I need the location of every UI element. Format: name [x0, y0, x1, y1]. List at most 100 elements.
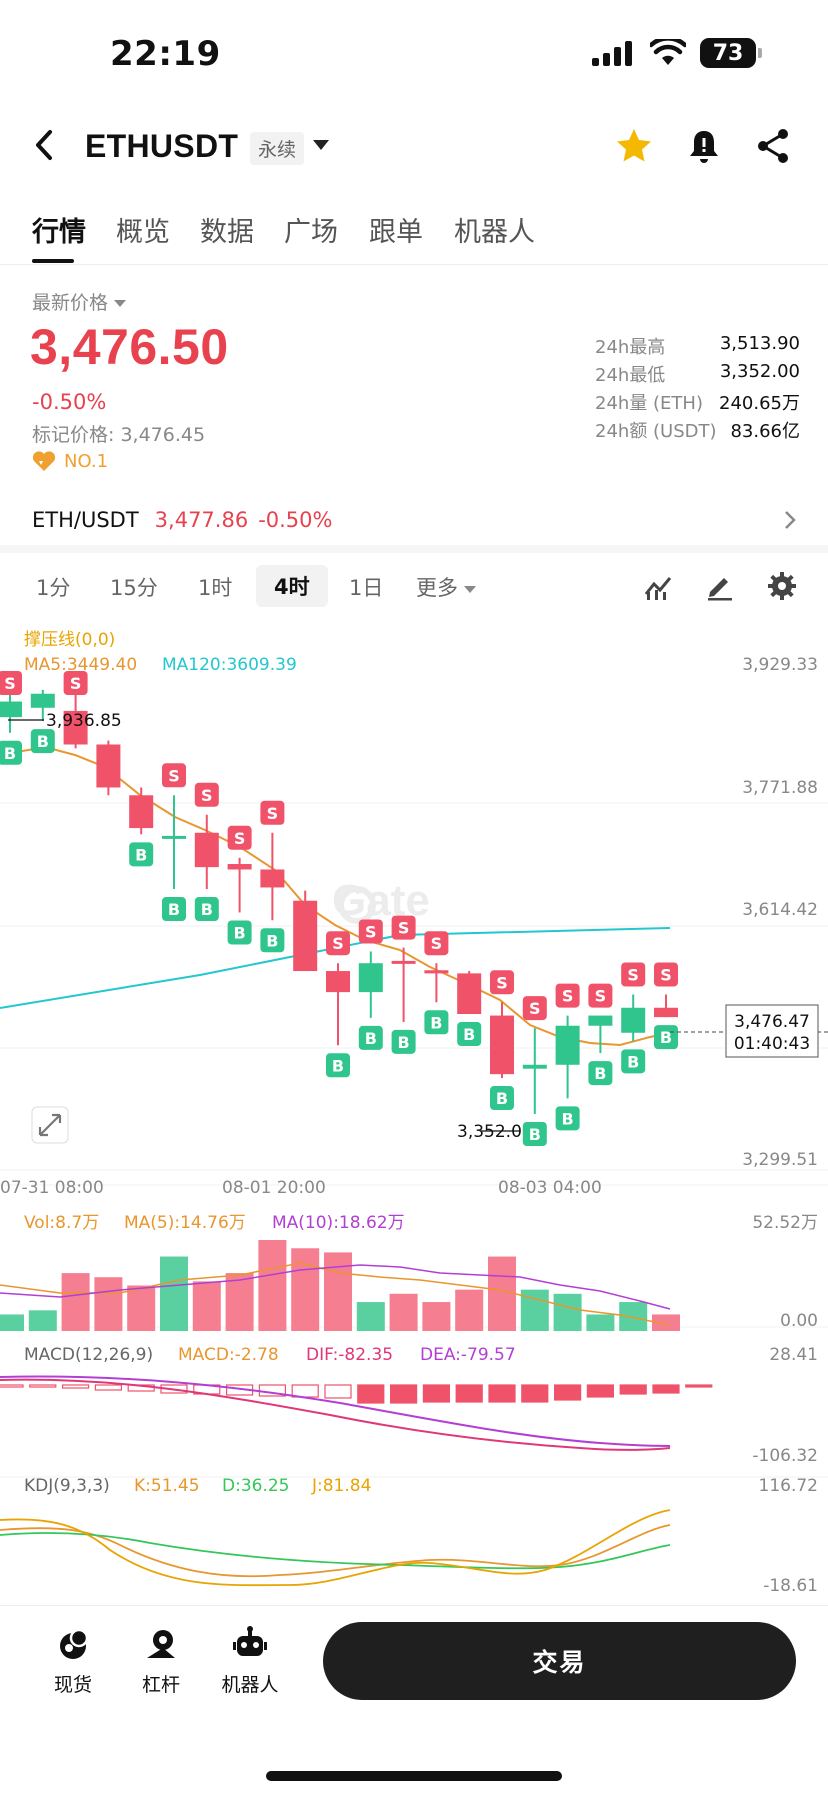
volume-bar: [160, 1256, 188, 1331]
tf-1h[interactable]: 1时: [198, 576, 233, 600]
symbol-title[interactable]: ETHUSDT: [85, 128, 239, 164]
macd-value: MACD:-2.78: [178, 1345, 279, 1365]
vol-max: 52.52万: [752, 1213, 818, 1233]
svg-text:S: S: [70, 674, 82, 693]
nav-bot[interactable]: 机器人: [205, 1626, 295, 1697]
candle-body: [260, 869, 285, 888]
macd-min: -106.32: [752, 1446, 818, 1466]
svg-text:B: B: [332, 1056, 344, 1075]
svg-text:B: B: [4, 744, 16, 763]
caret-down-icon: [114, 300, 127, 307]
signal-markers: B B B B B B B B B B B B B B B B B B S S S S S S S S S S S S S S S S: [0, 671, 678, 1146]
back-icon[interactable]: [30, 128, 60, 162]
sr-line-label: 撑压线(0,0): [24, 630, 115, 650]
svg-text:S: S: [201, 786, 213, 805]
rank-badge[interactable]: NO.1: [32, 450, 108, 472]
active-tab-indicator: [32, 259, 74, 263]
stat-low-value: 3,352.00: [719, 361, 800, 382]
stat-low-label: 24h最低: [595, 365, 666, 386]
low-price-label: 3,352.00: [457, 1122, 533, 1142]
svg-text:S: S: [431, 934, 443, 953]
indicator-icon[interactable]: [642, 570, 674, 602]
section-gap: [0, 545, 828, 553]
tf-15m[interactable]: 15分: [110, 576, 158, 600]
macd-bar: [291, 1384, 319, 1398]
y-tick: 3,771.88: [742, 778, 818, 798]
current-price-box: [725, 1004, 819, 1058]
tab-market[interactable]: 行情: [32, 217, 86, 248]
nav-spot-label: 现货: [53, 1674, 92, 1696]
spot-pair-name: ETH/USDT: [32, 508, 139, 532]
tf-4h[interactable]: 4时: [256, 565, 328, 607]
sell-signal-marker: S: [63, 671, 88, 695]
vol-label: Vol:8.7万: [24, 1213, 99, 1233]
macd-histogram: [0, 1384, 713, 1404]
spot-pair-price: 3,477.86: [154, 508, 249, 532]
tf-more[interactable]: 更多: [416, 572, 476, 602]
settings-gear-icon[interactable]: [766, 570, 798, 602]
macd-bar: [94, 1384, 123, 1391]
tab-copy-trade[interactable]: 跟单: [369, 217, 423, 248]
macd-bar: [685, 1384, 713, 1388]
candle-body: [227, 864, 252, 870]
y-tick: 3,299.51: [742, 1150, 818, 1170]
svg-text:B: B: [430, 1013, 442, 1032]
spot-coin-icon: [60, 1628, 89, 1659]
x-tick: 07-31 08:00: [0, 1178, 104, 1198]
home-indicator[interactable]: [266, 1771, 562, 1781]
rank-text: NO.1: [64, 450, 109, 472]
macd-title: MACD(12,26,9): [24, 1345, 153, 1365]
symbol-dropdown-icon[interactable]: [313, 140, 329, 150]
sell-signal-marker: S: [490, 970, 514, 995]
spot-pair-change: -0.50%: [258, 508, 333, 532]
candle-body: [457, 973, 482, 1015]
sell-signal-marker: S: [654, 962, 678, 987]
candle-body: [293, 900, 318, 972]
draw-pencil-icon[interactable]: [704, 570, 736, 602]
macd-bar: [61, 1384, 90, 1389]
buy-signal-marker: B: [424, 1010, 449, 1035]
expand-icon[interactable]: [31, 1106, 69, 1144]
macd-bar: [586, 1384, 615, 1398]
nav-leverage[interactable]: 杠杆: [116, 1626, 206, 1697]
tab-data[interactable]: 数据: [200, 217, 254, 248]
volume-bar: [422, 1302, 451, 1331]
tab-bot[interactable]: 机器人: [454, 217, 535, 248]
macd-bar: [521, 1384, 549, 1403]
buy-signal-marker: B: [260, 928, 285, 953]
macd-bar: [357, 1384, 385, 1404]
star-icon[interactable]: [614, 126, 654, 166]
volume-bar: [0, 1314, 24, 1331]
svg-text:S: S: [562, 987, 574, 1006]
macd-bar: [652, 1384, 680, 1394]
buy-signal-marker: B: [358, 1025, 383, 1050]
tf-1d[interactable]: 1日: [349, 576, 384, 600]
trade-button[interactable]: 交易: [323, 1622, 796, 1700]
spot-pair-row[interactable]: ETH/USDT 3,477.86 -0.50%: [32, 508, 797, 532]
candle-body: [621, 1007, 646, 1033]
bell-icon[interactable]: [684, 126, 724, 166]
last-price-label[interactable]: 最新价格: [32, 288, 127, 315]
volume-bar: [324, 1252, 352, 1331]
tab-square[interactable]: 广场: [284, 217, 338, 248]
status-icons: 73: [592, 38, 762, 68]
volume-bar: [488, 1256, 516, 1331]
buy-signal-marker: B: [227, 920, 252, 945]
kline-chart[interactable]: Gate 撑压线(0,0) MA5:3449.40 MA120:3609.39 …: [0, 625, 828, 1600]
nav-spot[interactable]: 现货: [28, 1626, 118, 1697]
svg-text:B: B: [594, 1064, 606, 1083]
tf-1m[interactable]: 1分: [36, 576, 71, 600]
svg-text:B: B: [365, 1029, 377, 1048]
y-tick: 3,929.33: [742, 655, 818, 675]
buy-signal-marker: B: [457, 1022, 482, 1047]
candle-body: [391, 960, 416, 964]
stat-high-value: 3,513.90: [719, 333, 800, 354]
svg-text:S: S: [595, 987, 607, 1006]
volume-bar: [291, 1248, 320, 1331]
bottom-bar: 现货 杠杆 机器人 交易: [0, 1605, 828, 1725]
sell-signal-marker: S: [555, 983, 580, 1008]
share-icon[interactable]: [754, 126, 794, 166]
trade-button-label: 交易: [532, 1648, 587, 1677]
ma5-label: MA5:3449.40: [24, 655, 137, 675]
tab-overview[interactable]: 概览: [116, 217, 170, 248]
